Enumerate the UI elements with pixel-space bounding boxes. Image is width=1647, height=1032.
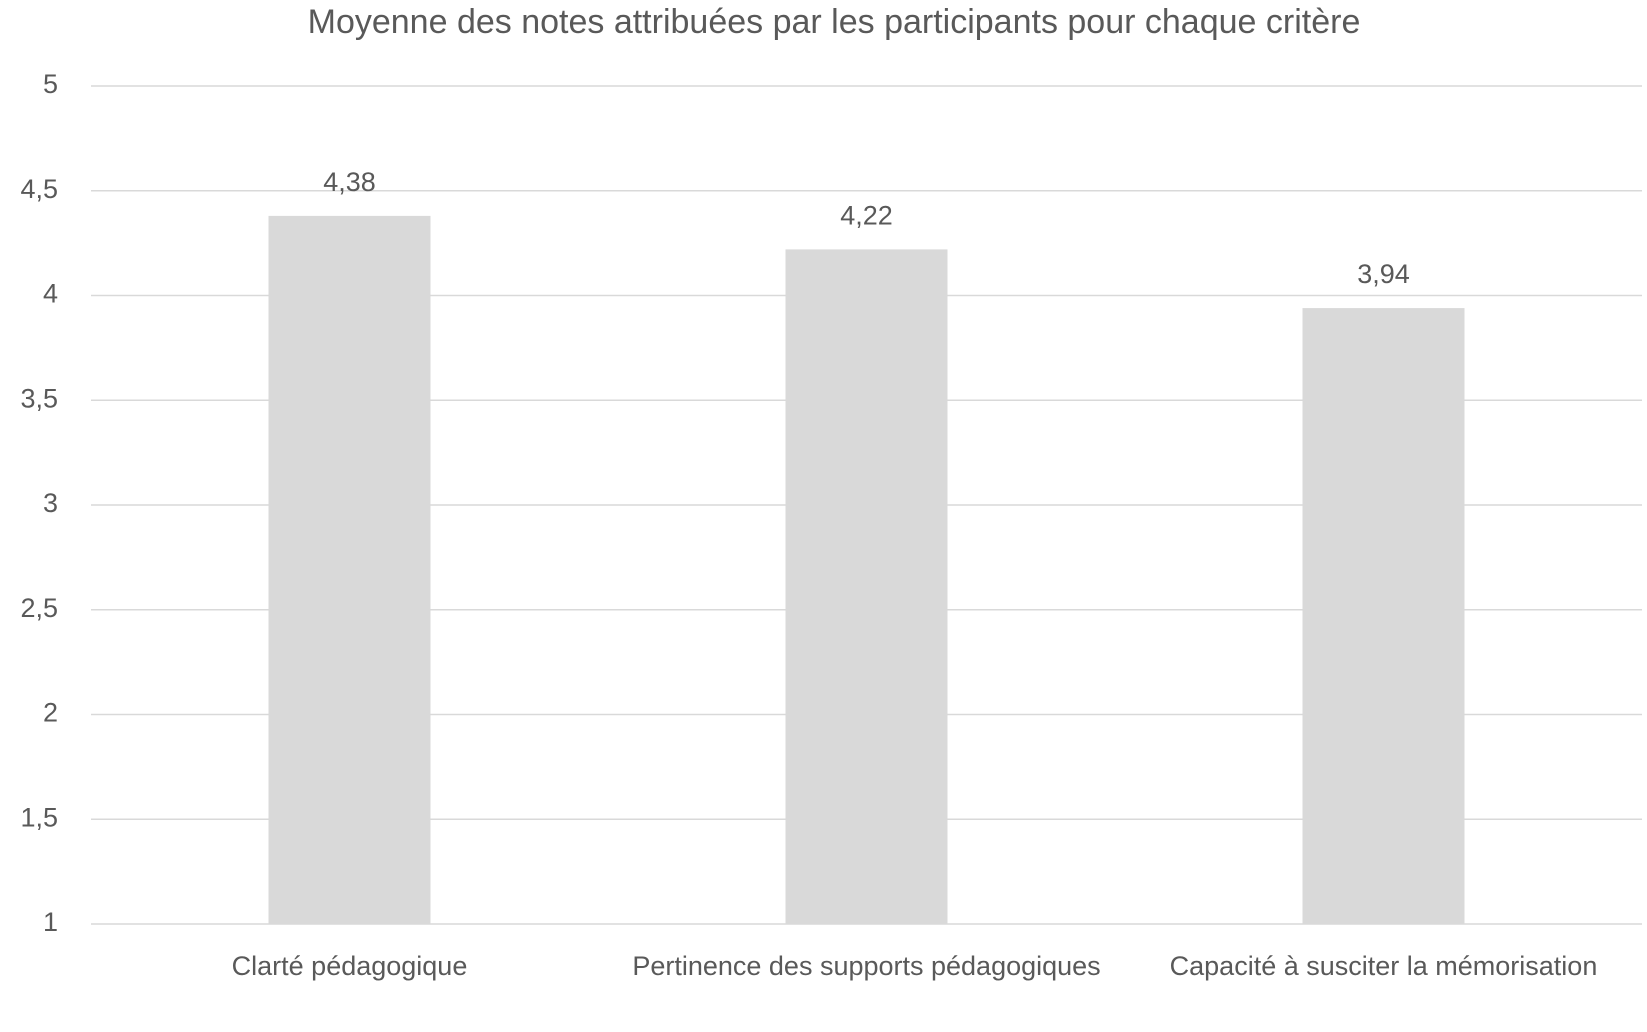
y-tick-label: 4 [43, 279, 58, 309]
y-tick-label: 1 [43, 907, 58, 937]
data-label: 4,22 [840, 201, 893, 231]
y-tick-label: 3,5 [20, 383, 58, 413]
data-label: 3,94 [1357, 259, 1410, 289]
y-tick-label: 5 [43, 69, 58, 99]
bar [268, 215, 431, 924]
y-tick-label: 2 [43, 698, 58, 728]
bar [1302, 308, 1465, 924]
y-tick-label: 2,5 [20, 593, 58, 623]
bar [785, 249, 948, 924]
y-tick-label: 4,5 [20, 174, 58, 204]
chart-title: Moyenne des notes attribuées par les par… [308, 3, 1361, 41]
y-tick-label: 3 [43, 488, 58, 518]
x-tick-label: Pertinence des supports pédagogiques [632, 951, 1101, 981]
data-label: 4,38 [323, 167, 376, 197]
x-tick-label: Capacité à susciter la mémorisation [1169, 951, 1598, 981]
y-tick-label: 1,5 [20, 802, 58, 832]
x-tick-label: Clarté pédagogique [231, 951, 468, 981]
